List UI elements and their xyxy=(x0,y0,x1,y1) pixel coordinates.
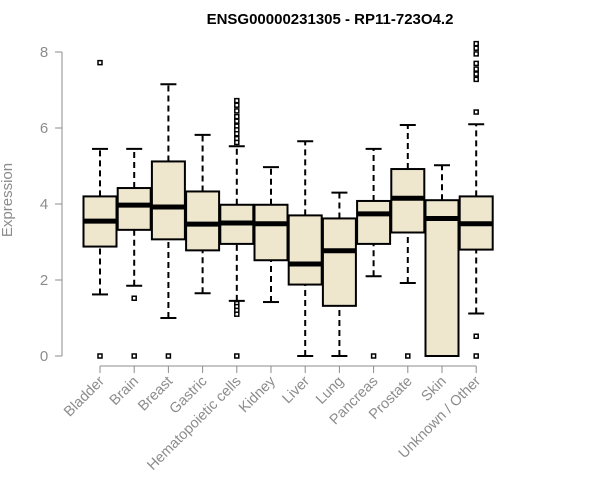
iqr-box xyxy=(287,214,323,286)
outlier-point xyxy=(165,353,172,359)
outlier-point xyxy=(473,45,479,51)
box-lung xyxy=(321,191,357,357)
outlier-point xyxy=(234,113,240,120)
outlier-point xyxy=(234,102,240,108)
iqr-box xyxy=(185,190,221,252)
outlier-point xyxy=(473,66,479,72)
outlier-point xyxy=(234,118,240,124)
outlier-point xyxy=(97,59,103,66)
y-axis-label: Expression xyxy=(0,163,16,237)
box-gastric xyxy=(185,133,221,295)
iqr-box xyxy=(321,217,357,307)
y-tick-label: 8 xyxy=(40,44,48,61)
outlier-point xyxy=(131,295,137,301)
iqr-box xyxy=(253,203,289,262)
box-hematopoietic-cells xyxy=(219,97,255,359)
outlier-point xyxy=(97,353,103,359)
x-tick-label: Liver xyxy=(279,373,313,407)
outlier-point xyxy=(473,109,479,115)
box-skin xyxy=(424,164,460,357)
x-tick-label: Bladder xyxy=(61,373,108,420)
iqr-box xyxy=(356,199,392,245)
box-breast xyxy=(150,83,186,359)
box-bladder xyxy=(82,59,118,359)
outlier-point xyxy=(473,353,479,359)
x-tick-label: Kidney xyxy=(236,373,279,416)
box-prostate xyxy=(390,123,426,359)
box-pancreas xyxy=(356,147,392,359)
box-series xyxy=(82,40,494,359)
outlier-point xyxy=(370,353,377,359)
box-unknown-other xyxy=(458,40,494,359)
outlier-point xyxy=(234,353,240,359)
outlier-point xyxy=(473,40,479,47)
box-liver xyxy=(287,140,323,357)
outlier-point xyxy=(234,311,240,317)
y-tick-label: 6 xyxy=(40,120,48,137)
chart-title: ENSG00000231305 - RP11-723O4.2 xyxy=(207,11,454,28)
y-tick-label: 4 xyxy=(40,196,48,213)
iqr-box xyxy=(150,160,186,241)
iqr-box xyxy=(424,199,460,357)
y-axis: 0 2 4 6 8 xyxy=(40,44,63,365)
outlier-point xyxy=(405,353,411,359)
outlier-point xyxy=(473,333,479,339)
outlier-point xyxy=(473,51,479,57)
outlier-point xyxy=(473,76,479,83)
outlier-point xyxy=(234,139,240,146)
outlier-point xyxy=(234,108,240,114)
iqr-box xyxy=(116,187,152,231)
outlier-point xyxy=(473,60,479,67)
outlier-point xyxy=(473,71,479,77)
outlier-point xyxy=(131,353,137,359)
box-brain xyxy=(116,147,152,359)
box-kidney xyxy=(253,166,289,304)
outlier-point xyxy=(234,130,240,137)
y-tick-label: 0 xyxy=(40,348,48,365)
y-tick-label: 2 xyxy=(40,272,48,289)
outlier-point xyxy=(234,97,240,104)
